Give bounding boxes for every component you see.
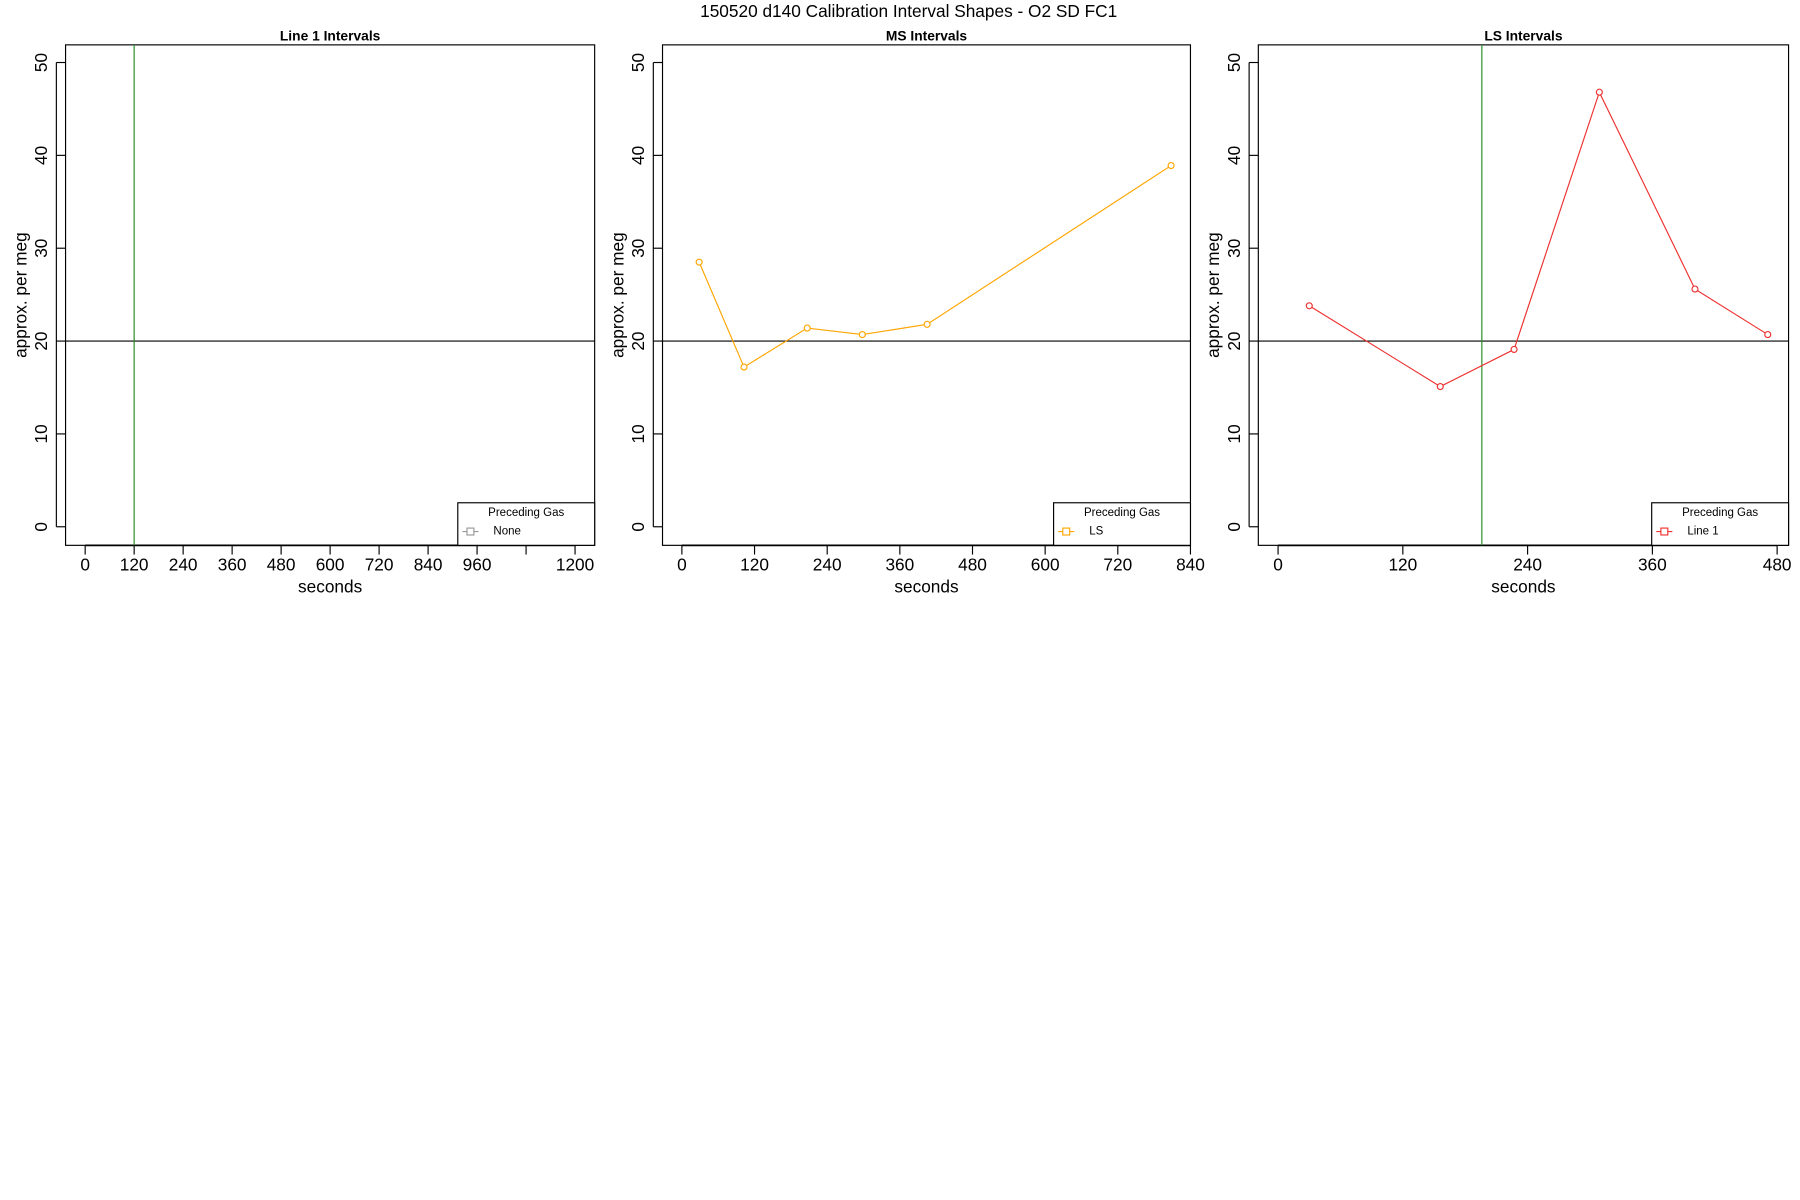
data-point bbox=[1510, 345, 1518, 353]
y-tick-label: 10 bbox=[628, 424, 648, 443]
panel: LS Intervals 0 10 20 30 40 50 approx. per meg 0 1… bbox=[1203, 28, 1791, 596]
y-tick-label: 10 bbox=[31, 424, 51, 443]
panel: MS Intervals 0 10 20 30 40 50 approx. per meg 0 1… bbox=[607, 28, 1204, 596]
y-tick-label: 20 bbox=[1224, 331, 1244, 350]
x-tick-label: 720 bbox=[365, 555, 394, 575]
legend-label: LS bbox=[1089, 526, 1103, 538]
y-tick-label: 20 bbox=[628, 331, 648, 350]
plot-frame bbox=[1257, 44, 1790, 546]
y-tick-label: 0 bbox=[628, 522, 648, 532]
legend-marker bbox=[1062, 527, 1071, 536]
panel-title: Line 1 Intervals bbox=[280, 28, 381, 43]
series-line bbox=[698, 165, 1172, 368]
x-tick-label: 0 bbox=[677, 555, 687, 575]
y-tick-label: 20 bbox=[31, 331, 51, 350]
legend-box bbox=[1053, 502, 1192, 546]
x-axis-label: seconds bbox=[298, 576, 362, 596]
y-tick-label: 40 bbox=[1224, 146, 1244, 165]
y-tick-label: 30 bbox=[31, 239, 51, 258]
legend-label: None bbox=[493, 526, 520, 538]
y-tick-label: 50 bbox=[31, 53, 51, 72]
data-point bbox=[1436, 382, 1444, 391]
panel-title: LS Intervals bbox=[1484, 28, 1563, 43]
y-tick-label: 0 bbox=[31, 522, 51, 532]
x-tick-label: 1200 bbox=[556, 555, 594, 575]
data-point bbox=[1764, 330, 1772, 339]
plot-frame bbox=[661, 44, 1192, 546]
x-tick-label: 120 bbox=[740, 555, 769, 575]
data-point bbox=[1691, 285, 1699, 293]
legend-marker bbox=[1660, 527, 1669, 536]
y-axis-label: approx. per meg bbox=[1203, 232, 1223, 358]
panel-title: MS Intervals bbox=[886, 28, 968, 43]
x-tick-label: 360 bbox=[1638, 555, 1667, 575]
data-point bbox=[740, 363, 748, 371]
legend-marker bbox=[466, 527, 475, 536]
x-axis-label: seconds bbox=[894, 576, 958, 596]
y-tick-label: 10 bbox=[1224, 424, 1244, 443]
x-tick-label: 720 bbox=[1103, 555, 1132, 575]
x-tick-label: 840 bbox=[414, 555, 443, 575]
x-tick-label: 0 bbox=[1273, 555, 1283, 575]
x-tick-label: 360 bbox=[885, 555, 914, 575]
plot-area: 150520 d140 Calibration Interval Shapes … bbox=[10, 1, 1791, 596]
x-tick-label: 240 bbox=[169, 555, 198, 575]
y-tick-label: 30 bbox=[628, 239, 648, 258]
y-tick-label: 40 bbox=[31, 146, 51, 165]
x-tick-label: 480 bbox=[1763, 555, 1792, 575]
x-tick-label: 240 bbox=[813, 555, 842, 575]
data-point bbox=[858, 330, 866, 339]
legend-label: Line 1 bbox=[1687, 526, 1718, 538]
x-tick-label: 120 bbox=[1388, 555, 1417, 575]
x-tick-label: 120 bbox=[120, 555, 149, 575]
x-tick-label: 240 bbox=[1513, 555, 1542, 575]
y-tick-label: 50 bbox=[1224, 53, 1244, 72]
figure-title: 150520 d140 Calibration Interval Shapes … bbox=[700, 1, 1117, 21]
x-tick-label: 480 bbox=[958, 555, 987, 575]
data-point bbox=[1167, 162, 1175, 170]
legend-title: Preceding Gas bbox=[488, 507, 564, 519]
x-tick-label: 360 bbox=[218, 555, 247, 575]
x-tick-label: 0 bbox=[80, 555, 90, 575]
data-point bbox=[695, 258, 703, 266]
data-point bbox=[923, 320, 931, 328]
panel: Line 1 Intervals 0 10 20 30 40 50 approx. per m… bbox=[10, 28, 596, 596]
x-tick-label: 600 bbox=[316, 555, 345, 575]
x-axis-label: seconds bbox=[1491, 576, 1555, 596]
y-tick-label: 30 bbox=[1224, 239, 1244, 258]
x-tick-label: 600 bbox=[1031, 555, 1060, 575]
series-line bbox=[1308, 90, 1769, 388]
x-tick-label: 840 bbox=[1176, 555, 1205, 575]
y-axis-label: approx. per meg bbox=[607, 232, 627, 358]
y-tick-label: 0 bbox=[1224, 522, 1244, 532]
legend-title: Preceding Gas bbox=[1084, 507, 1160, 519]
data-point bbox=[1305, 302, 1313, 310]
data-point bbox=[1595, 88, 1603, 96]
x-tick-label: 960 bbox=[463, 555, 492, 575]
legend-box bbox=[1651, 502, 1790, 546]
plot-frame bbox=[64, 44, 596, 546]
x-tick-label: 480 bbox=[267, 555, 296, 575]
y-tick-label: 50 bbox=[628, 53, 648, 72]
legend-title: Preceding Gas bbox=[1682, 507, 1758, 519]
y-axis-label: approx. per meg bbox=[10, 232, 30, 358]
y-tick-label: 40 bbox=[628, 146, 648, 165]
data-point bbox=[803, 324, 811, 332]
legend-box bbox=[457, 502, 596, 546]
